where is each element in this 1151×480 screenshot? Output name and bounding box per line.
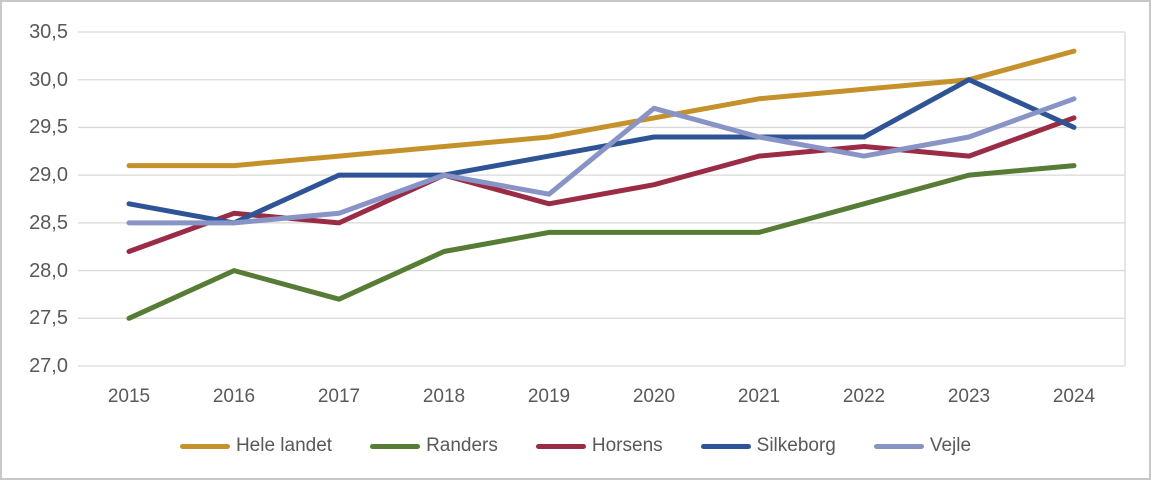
- x-tick-label: 2022: [842, 386, 886, 407]
- legend-swatch-icon: [179, 443, 230, 449]
- y-tick-label: 27,0: [29, 355, 68, 377]
- y-tick-label: 27,5: [29, 307, 68, 330]
- legend-swatch-icon: [873, 443, 924, 449]
- x-tick-label: 2020: [632, 386, 676, 407]
- series-line-silkeborg: [126, 77, 1077, 226]
- legend-swatch-icon: [535, 443, 586, 449]
- y-tick-label: 29,5: [29, 116, 68, 139]
- legend-swatch-icon: [700, 443, 751, 449]
- legend-item-horsens: Horsens: [535, 435, 663, 457]
- y-tick-label: 28,5: [29, 211, 68, 234]
- x-tick-label: 2017: [317, 386, 361, 407]
- x-tick-label: 2018: [422, 386, 466, 407]
- legend-label: Randers: [426, 435, 498, 456]
- legend-label: Silkeborg: [756, 435, 836, 456]
- chart-legend: Hele landet Randers Horsens Silkeborg Vejle: [2, 435, 1149, 457]
- y-tick-label: 30,0: [29, 68, 68, 91]
- legend-item-silkeborg: Silkeborg: [700, 435, 836, 457]
- y-tick-label: 30,5: [29, 21, 68, 43]
- x-tick-label: 2024: [1052, 386, 1096, 407]
- x-tick-label: 2015: [107, 386, 151, 407]
- y-tick-label: 28,0: [29, 259, 68, 282]
- legend-label: Hele landet: [235, 435, 333, 456]
- y-tick-label: 29,0: [29, 164, 68, 187]
- legend-label: Vejle: [929, 435, 972, 456]
- series-line-hele-landet: [126, 48, 1077, 169]
- x-tick-label: 2021: [737, 386, 781, 407]
- legend-label: Horsens: [591, 435, 663, 456]
- x-tick-label: 2016: [212, 386, 256, 407]
- series-line-randers: [126, 163, 1077, 321]
- legend-swatch-icon: [370, 443, 421, 449]
- legend-item-randers: Randers: [370, 435, 498, 457]
- legend-item-vejle: Vejle: [873, 435, 972, 457]
- x-tick-label: 2023: [947, 386, 991, 407]
- x-tick-label: 2019: [527, 386, 571, 407]
- legend-item-hele-landet: Hele landet: [179, 435, 333, 457]
- series-line-vejle: [126, 96, 1077, 226]
